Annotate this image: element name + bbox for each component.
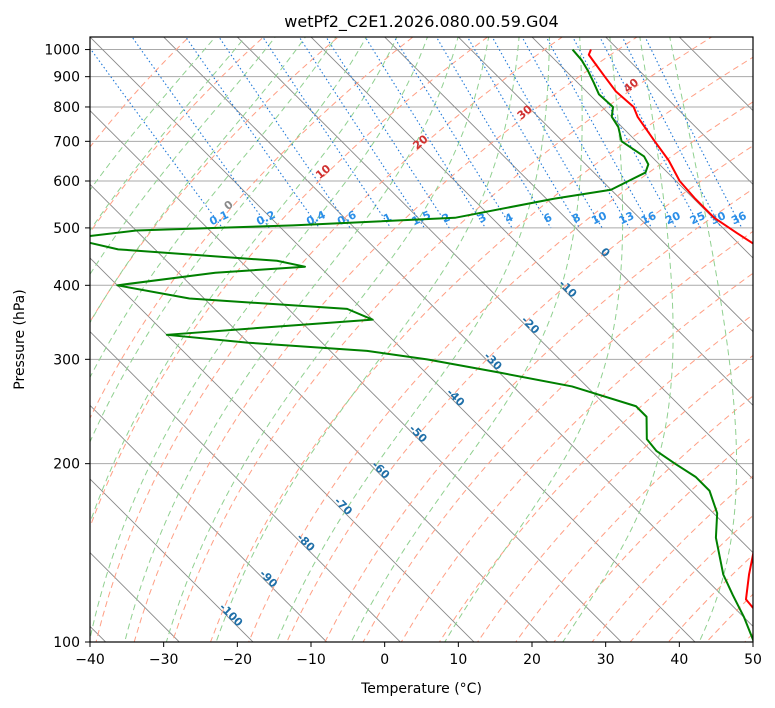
moist-adiabat-32 [444, 37, 624, 642]
moist-adiabat--12 [90, 37, 276, 276]
isotherm--70 [90, 257, 475, 642]
mixing-ratio-6 [435, 37, 552, 229]
dry-adiabat--20 [90, 37, 265, 234]
chart-title: wetPf2_C2E1.2026.080.00.59.G04 [284, 12, 558, 32]
isotherm--90 [90, 404, 328, 642]
plot-frame [89, 36, 754, 643]
moist-adiabat-12 [124, 37, 459, 642]
y-tick-label: 100 [53, 635, 80, 651]
y-tick-label: 800 [53, 100, 80, 116]
x-tick-label: −10 [296, 652, 326, 668]
dry-adiabat-50 [209, 56, 753, 642]
mixing-ratio-1 [262, 37, 392, 229]
mixing-ratio-0.2 [131, 37, 270, 229]
x-tick-label: 30 [597, 652, 615, 668]
dry-adiabat-30 [133, 37, 638, 642]
moist-adiabat-40 [669, 37, 738, 642]
isotherm--30 [163, 37, 753, 627]
moist-adiabat-24 [276, 37, 550, 642]
mixing-ratio-0.6 [218, 37, 351, 229]
dry-adiabat-130 [515, 395, 753, 642]
dry-adiabat-90 [362, 230, 753, 642]
moist-adiabat-36 [562, 37, 674, 642]
mixing-ratio-label: 20 [663, 209, 683, 227]
dry-adiabat--10 [90, 37, 339, 323]
mixing-ratio-25 [599, 37, 702, 229]
dry-adiabat-20 [95, 37, 564, 642]
dry-adiabat-0 [90, 37, 414, 420]
x-axis-ticks: −40 −30 −20 −10 0 10 20 30 40 50 [75, 642, 762, 668]
moist-adiabat--8 [90, 37, 307, 324]
isotherm-0 [384, 37, 753, 406]
moist-adiabat-4 [90, 37, 398, 525]
mixing-ratio-label: 16 [639, 209, 659, 227]
x-tick-label: 20 [523, 652, 541, 668]
isotherm--50 [90, 110, 622, 642]
mixing-ratio-20 [572, 37, 677, 229]
background-grid [90, 37, 753, 642]
mixing-ratio-13 [521, 37, 630, 229]
y-tick-label: 700 [53, 134, 80, 150]
isotherm-10 [457, 37, 753, 333]
x-tick-label: −20 [223, 652, 253, 668]
mixing-ratio-4 [393, 37, 513, 229]
moist-adiabat-8 [90, 37, 429, 641]
mixing-ratio-1.5 [298, 37, 425, 229]
moist-adiabat-0 [90, 37, 367, 444]
profile-lines [90, 48, 753, 642]
isotherm-20 [531, 37, 753, 259]
temperature-line [587, 49, 753, 610]
moist-adiabat-20 [215, 37, 520, 642]
mixing-ratio-10 [491, 37, 603, 229]
dry-adiabat-40 [171, 37, 713, 642]
mixing-ratio-8 [466, 37, 580, 229]
mixing-ratio-16 [545, 37, 653, 229]
x-tick-label: −30 [149, 652, 179, 668]
y-tick-label: 400 [53, 278, 80, 294]
isotherm--80 [90, 331, 401, 642]
y-tick-label: 200 [53, 457, 80, 473]
dry-adiabat-80 [324, 188, 753, 642]
x-tick-label: 50 [744, 652, 762, 668]
moist-adiabat--16 [90, 37, 246, 232]
moist-adiabat-28 [350, 37, 583, 642]
mixing-ratio-0.1 [90, 47, 223, 229]
moist-adiabat-16 [165, 37, 490, 642]
x-tick-label: 40 [670, 652, 688, 668]
isotherm--100 [90, 478, 254, 642]
y-tick-label: 600 [53, 174, 80, 190]
y-tick-label: 300 [53, 352, 80, 368]
y-tick-label: 500 [53, 221, 80, 237]
y-tick-label: 900 [53, 70, 80, 86]
dry-adiabat-70 [286, 145, 753, 642]
dry-adiabat--30 [90, 37, 190, 148]
dry-adiabat-60 [248, 101, 753, 642]
y-axis-ticks: 100 200 300 400 500 600 700 800 900 1000 [44, 43, 90, 651]
isotherm--40 [90, 37, 696, 642]
mixing-ratio-3 [364, 37, 486, 229]
isotherm--10 [310, 37, 753, 480]
moist-adiabat--4 [90, 37, 337, 379]
dry-adiabat-10 [90, 37, 489, 529]
moist-adiabat--20 [90, 37, 216, 191]
isotherm--110 [90, 552, 180, 642]
isotherm-30 [605, 37, 753, 185]
x-tick-label: 10 [449, 652, 467, 668]
x-tick-label: 0 [380, 652, 389, 668]
isotherm--20 [236, 37, 753, 554]
mixing-ratio-2 [325, 37, 450, 229]
y-tick-label: 1000 [44, 43, 80, 59]
mixing-ratio-label: 36 [729, 209, 749, 227]
x-axis-label: Temperature (°C) [360, 681, 482, 697]
mixing-ratio-label: 25 [688, 209, 707, 227]
mixing-ratio-label: 10 [589, 209, 609, 227]
mixing-ratio-label: 13 [617, 209, 636, 227]
dewpoint-line [90, 48, 753, 642]
y-axis-label: Pressure (hPa) [12, 289, 28, 389]
x-tick-label: −40 [75, 652, 105, 668]
isotherm--60 [90, 183, 549, 642]
